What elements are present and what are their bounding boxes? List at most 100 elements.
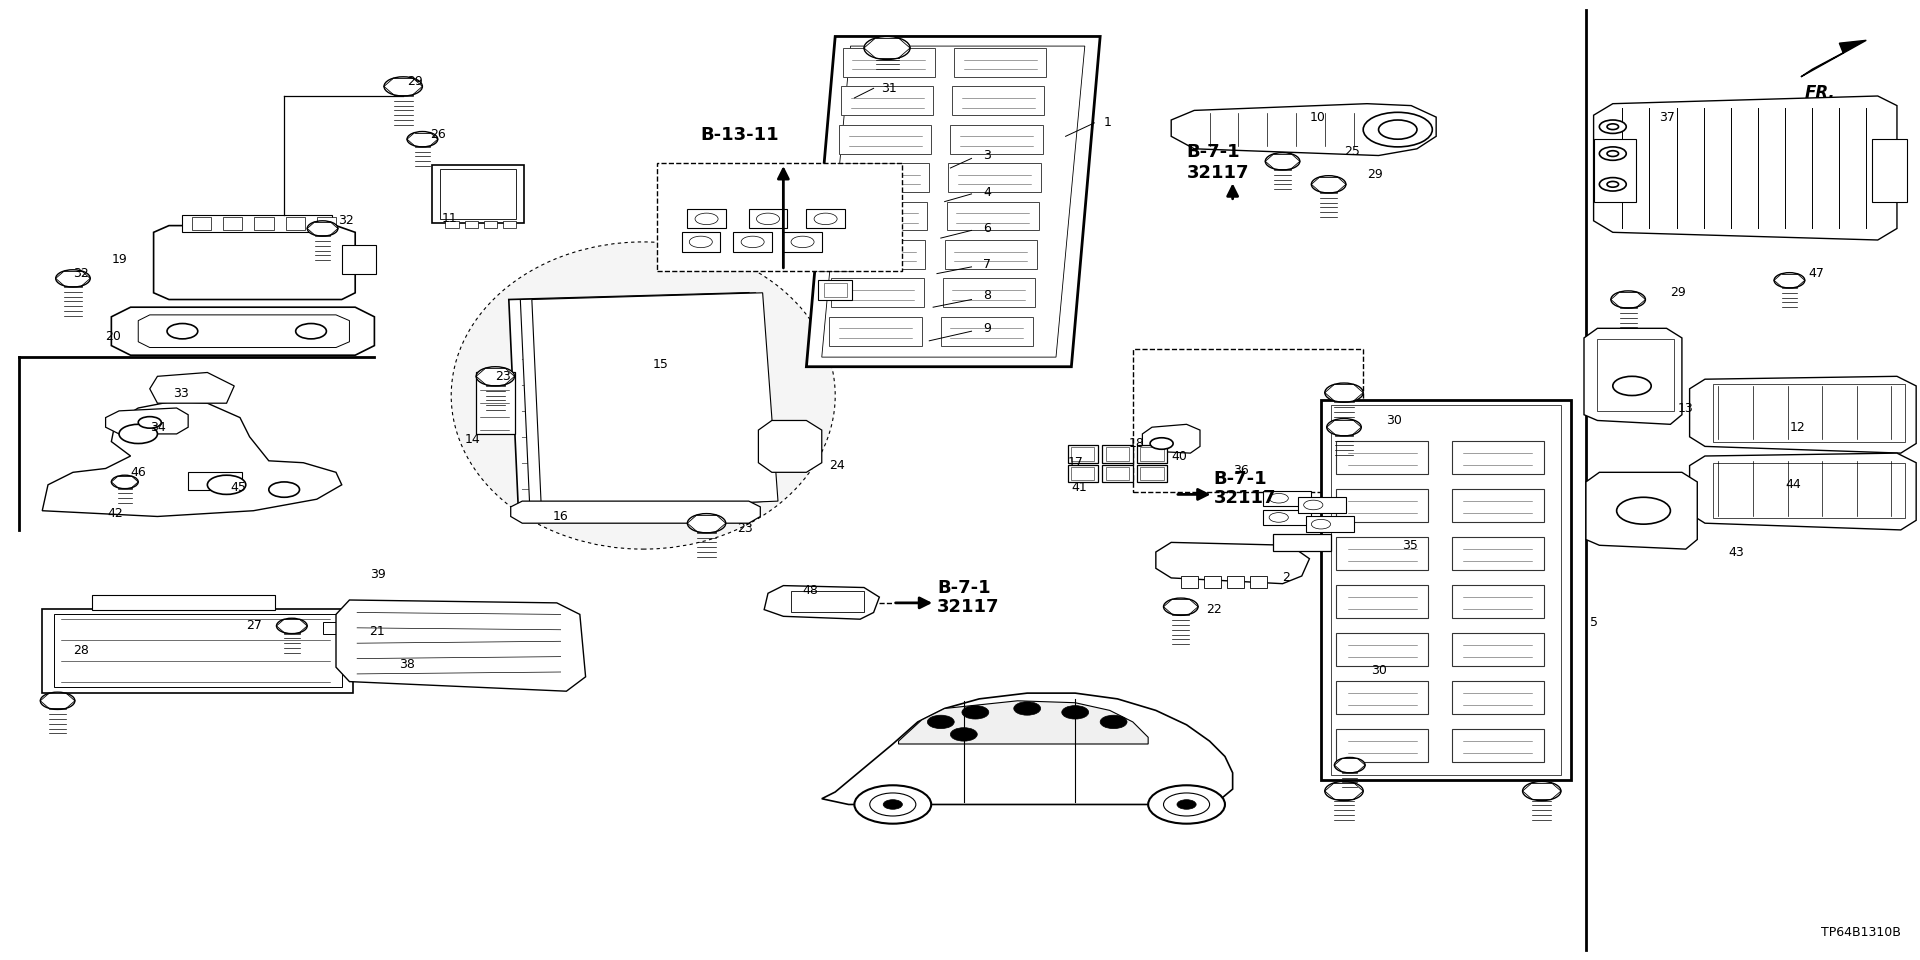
Bar (824, 197, 847, 210)
Bar (1273, 534, 1331, 551)
Bar (1102, 445, 1133, 463)
Bar (749, 209, 787, 228)
Polygon shape (111, 307, 374, 355)
Text: 23: 23 (737, 521, 753, 535)
Bar (1336, 633, 1428, 666)
Text: B-7-1: B-7-1 (1187, 143, 1240, 161)
Circle shape (1363, 112, 1432, 147)
Polygon shape (520, 293, 772, 511)
Polygon shape (106, 408, 188, 434)
Bar (818, 223, 852, 242)
Bar (682, 232, 720, 252)
Bar (440, 169, 516, 219)
Text: 34: 34 (150, 420, 165, 434)
Bar (1597, 339, 1674, 411)
Circle shape (407, 132, 438, 147)
Text: 10: 10 (1309, 110, 1325, 124)
Text: 30: 30 (1386, 414, 1402, 427)
Bar (1321, 400, 1571, 780)
Circle shape (1164, 598, 1198, 615)
Bar (1306, 516, 1354, 532)
Bar (1106, 467, 1129, 480)
Text: 6: 6 (983, 222, 991, 235)
Circle shape (111, 475, 138, 489)
Text: B-7-1: B-7-1 (937, 579, 991, 597)
Text: B-7-1: B-7-1 (1213, 469, 1267, 488)
Text: 47: 47 (1809, 267, 1824, 280)
Bar (1181, 576, 1198, 588)
Circle shape (1607, 151, 1619, 156)
Bar (657, 163, 902, 271)
Text: 33: 33 (173, 387, 188, 400)
Bar (818, 280, 852, 300)
Bar (1137, 465, 1167, 482)
Polygon shape (1690, 376, 1916, 453)
Text: 3: 3 (983, 149, 991, 162)
Circle shape (1311, 176, 1346, 193)
Text: 43: 43 (1728, 545, 1743, 559)
Bar (1336, 681, 1428, 714)
Circle shape (138, 417, 161, 428)
Text: 9: 9 (983, 322, 991, 335)
Bar (1250, 576, 1267, 588)
Circle shape (1607, 181, 1619, 187)
Text: 19: 19 (111, 252, 127, 266)
Bar (1594, 139, 1636, 202)
Circle shape (1265, 153, 1300, 170)
Circle shape (384, 77, 422, 96)
Bar (1137, 445, 1167, 463)
Text: 29: 29 (407, 75, 422, 88)
Bar (445, 221, 459, 228)
Text: B-13-11: B-13-11 (701, 126, 780, 144)
Circle shape (40, 692, 75, 709)
Circle shape (950, 728, 977, 741)
Text: 13: 13 (1678, 401, 1693, 415)
Polygon shape (837, 163, 929, 192)
Circle shape (1599, 120, 1626, 133)
Bar (342, 245, 376, 274)
Text: 4: 4 (983, 185, 991, 199)
Bar (54, 614, 342, 687)
Circle shape (1014, 702, 1041, 715)
Text: 18: 18 (1129, 437, 1144, 450)
Text: 37: 37 (1659, 110, 1674, 124)
Bar (465, 221, 478, 228)
Circle shape (1269, 513, 1288, 522)
Bar (1068, 465, 1098, 482)
Bar (1713, 384, 1905, 442)
Bar (286, 217, 305, 230)
Circle shape (1611, 291, 1645, 308)
Text: 36: 36 (1233, 464, 1248, 477)
Text: 16: 16 (553, 510, 568, 523)
Bar (1298, 497, 1346, 513)
Circle shape (1150, 438, 1173, 449)
Text: 27: 27 (246, 619, 261, 633)
Text: 21: 21 (369, 625, 384, 638)
Bar (1106, 447, 1129, 461)
Text: 32117: 32117 (1213, 489, 1277, 507)
Circle shape (1774, 273, 1805, 288)
Bar (1713, 463, 1905, 518)
Polygon shape (841, 86, 933, 115)
Polygon shape (943, 278, 1035, 307)
Bar (92, 595, 275, 610)
Circle shape (1325, 781, 1363, 801)
Circle shape (1379, 120, 1417, 139)
Circle shape (1325, 383, 1363, 402)
Bar (1452, 681, 1544, 714)
Text: 48: 48 (803, 584, 818, 597)
Polygon shape (509, 293, 764, 511)
Circle shape (864, 36, 910, 60)
Bar (253, 217, 275, 230)
Polygon shape (954, 48, 1046, 77)
Circle shape (476, 367, 515, 386)
Bar (824, 226, 847, 239)
Circle shape (695, 213, 718, 225)
Polygon shape (806, 36, 1100, 367)
Circle shape (276, 618, 307, 634)
Polygon shape (843, 48, 935, 77)
Text: 45: 45 (230, 481, 246, 494)
Polygon shape (758, 420, 822, 472)
Polygon shape (42, 401, 342, 516)
Polygon shape (839, 125, 931, 154)
